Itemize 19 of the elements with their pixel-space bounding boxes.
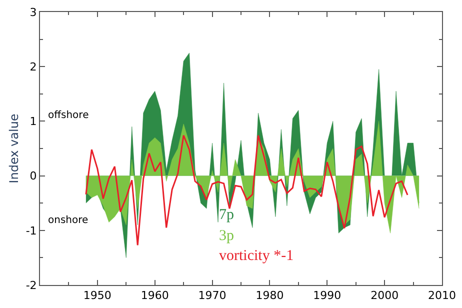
annotation: onshore (48, 215, 88, 226)
x-tick-label: 1980 (256, 289, 284, 302)
x-tick-label: 1970 (198, 289, 226, 302)
y-tick-label: 1 (30, 115, 37, 128)
y-axis-title: Index value (7, 114, 22, 184)
y-tick-label: -2 (26, 278, 37, 292)
x-tick-label: 1990 (313, 289, 342, 302)
x-tick-label: 1960 (140, 289, 169, 302)
y-tick-label: 2 (30, 60, 37, 74)
x-tick-label: 2010 (428, 289, 456, 302)
y-tick-label: 3 (30, 6, 37, 19)
y-tick-label: 0 (30, 170, 37, 183)
annotation: offshore (48, 110, 89, 121)
x-tick-label: 1950 (83, 289, 112, 302)
text: vorticity *-1 (219, 248, 294, 264)
series-label: 7p (219, 207, 234, 223)
x-tick-label: 2000 (370, 289, 399, 302)
y-tick-label: -1 (26, 224, 37, 238)
series-label: 3p (219, 228, 234, 244)
